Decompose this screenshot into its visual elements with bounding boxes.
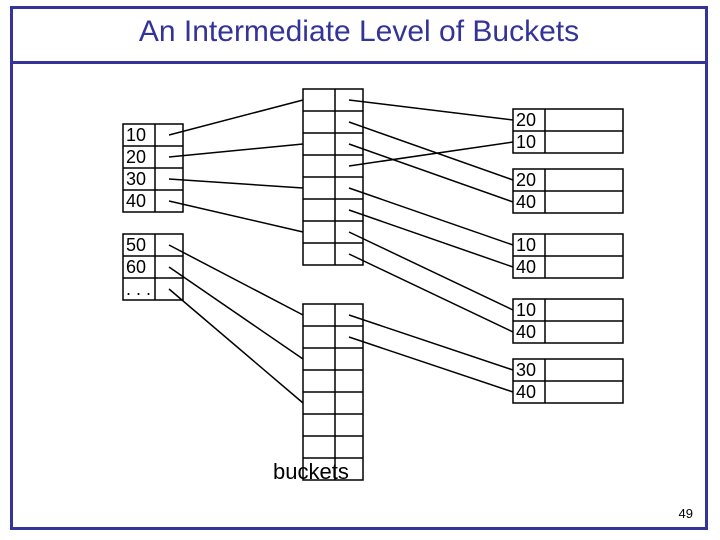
svg-text:40: 40 [516,322,536,342]
svg-text:40: 40 [516,257,536,277]
svg-text:40: 40 [516,382,536,402]
svg-text:20: 20 [126,147,146,167]
svg-text:10: 10 [126,125,146,145]
svg-text:60: 60 [126,257,146,277]
svg-text:20: 20 [516,170,536,190]
svg-text:40: 40 [516,192,536,212]
svg-text:30: 30 [516,360,536,380]
svg-text:10: 10 [516,300,536,320]
svg-text:20: 20 [516,110,536,130]
svg-text:. . .: . . . [126,279,151,299]
diagram-canvas: 102030405060. . .20102040104010403040 [13,9,711,533]
svg-text:10: 10 [516,132,536,152]
svg-text:30: 30 [126,169,146,189]
svg-text:50: 50 [126,235,146,255]
slide-frame: An Intermediate Level of Buckets 1020304… [10,6,708,530]
svg-text:40: 40 [126,191,146,211]
page-number: 49 [679,506,693,521]
svg-text:10: 10 [516,235,536,255]
buckets-label: buckets [273,459,349,485]
